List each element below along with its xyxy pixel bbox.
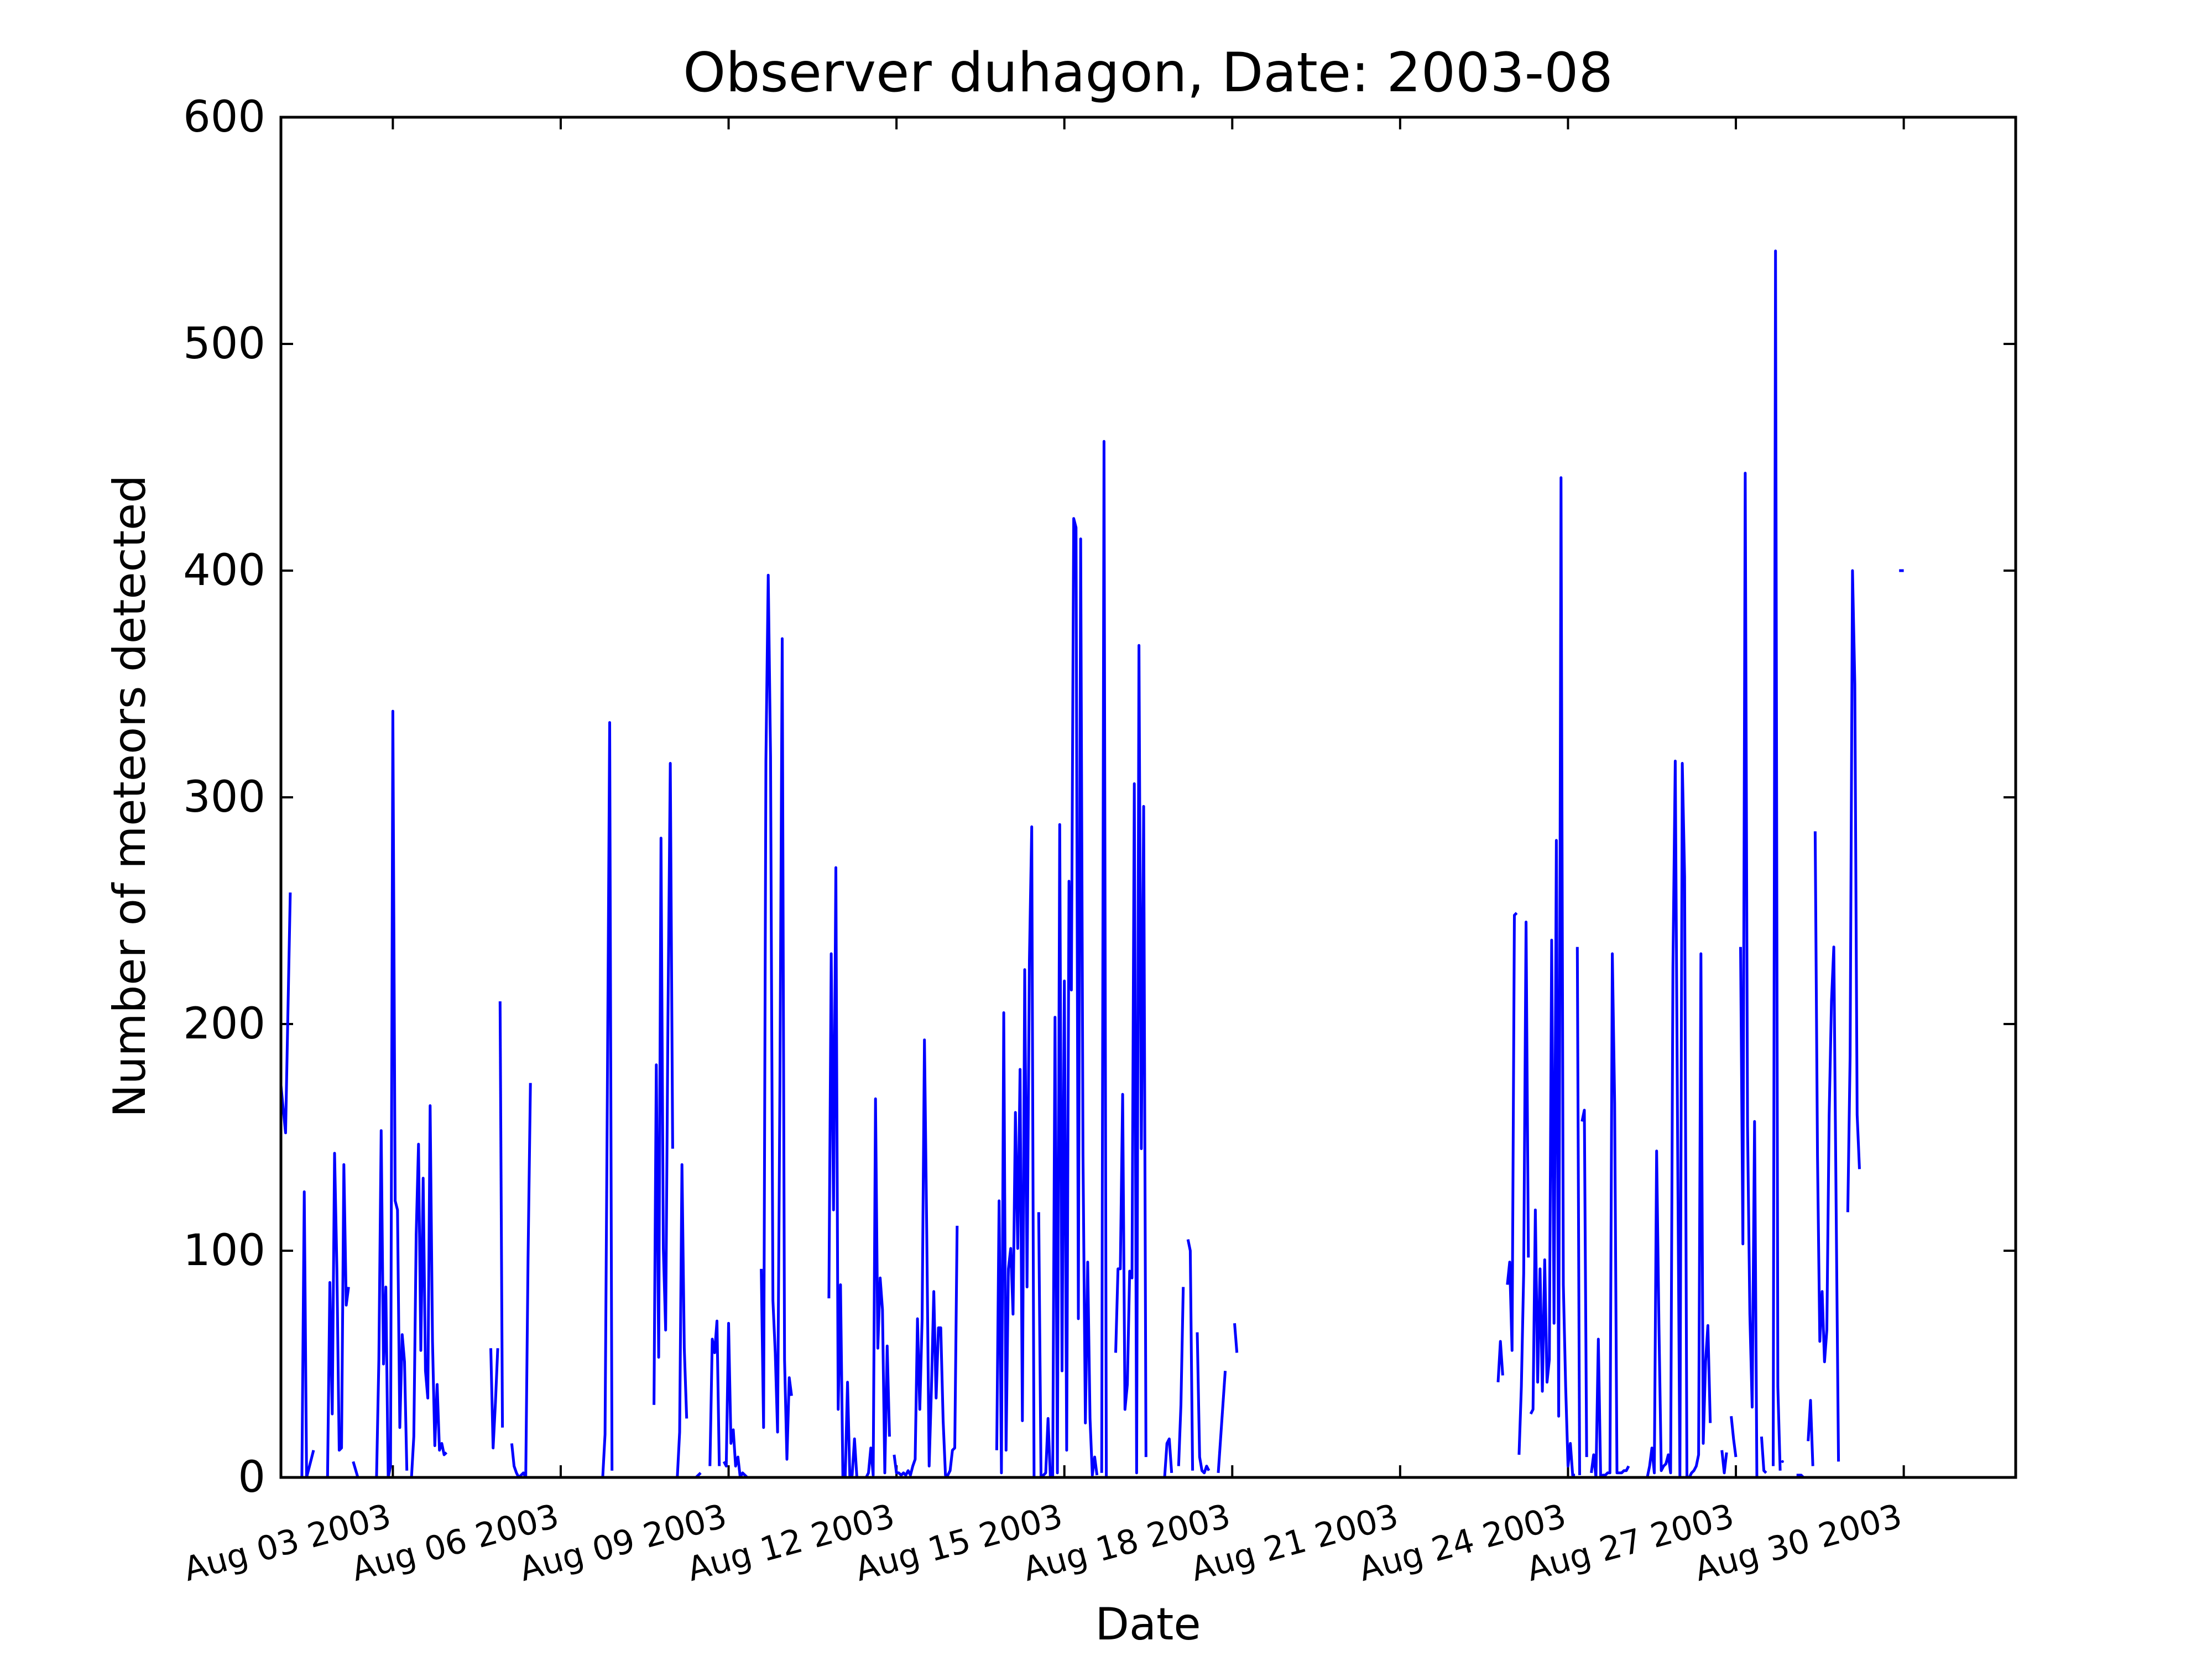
- series-line-segment: [410, 1104, 448, 1478]
- y-axis-ticks: 0 100 200 300 400 500 600: [183, 92, 2016, 1502]
- series-line-segment: [601, 721, 614, 1478]
- y-tick-label: 300: [183, 772, 265, 822]
- series-line-segment: [1580, 1109, 1588, 1458]
- y-tick-label: 500: [183, 319, 265, 369]
- series-line-segment: [1217, 1371, 1227, 1473]
- series-line-segment: [1575, 947, 1581, 1475]
- y-tick-label: 400: [183, 546, 265, 596]
- series-line-segment: [1114, 644, 1147, 1475]
- x-axis-label: Date: [1095, 1599, 1201, 1650]
- series-line-segment: [1037, 517, 1099, 1479]
- series-line-segment: [1646, 759, 1712, 1479]
- series-line-segment: [1772, 249, 1782, 1471]
- series-line-segment: [708, 1319, 721, 1466]
- series-line-segment: [1529, 476, 1575, 1477]
- series-line-segment: [1813, 831, 1840, 1462]
- series-line-segment: [1760, 1437, 1767, 1474]
- series-line-segment: [1177, 1287, 1185, 1466]
- series-line-segment: [1196, 1332, 1211, 1475]
- series-line-segment: [375, 709, 409, 1479]
- series-line-segment: [1739, 472, 1759, 1478]
- series-line-segment: [995, 825, 1036, 1478]
- series-line-segment: [1846, 569, 1861, 1213]
- series-line-segment: [1730, 1416, 1738, 1458]
- series-line-segment: [279, 892, 292, 1135]
- series-line-segment: [893, 1038, 959, 1477]
- series-line-segment: [760, 573, 793, 1461]
- series-line-segment: [1186, 1239, 1194, 1471]
- series-line-segment: [1807, 1399, 1814, 1466]
- series-line-segment: [1496, 1340, 1504, 1382]
- series-line-segment: [1506, 912, 1518, 1352]
- series-line-segment: [498, 1001, 504, 1428]
- series-line-segment: [1720, 1450, 1728, 1475]
- series-line-segment: [1517, 921, 1530, 1455]
- series-line-segment: [676, 1163, 688, 1478]
- series-line-segment: [510, 1083, 532, 1479]
- y-tick-label: 0: [238, 1453, 265, 1502]
- y-tick-label: 600: [183, 92, 265, 142]
- chart-title: Observer duhagon, Date: 2003-08: [683, 41, 1613, 105]
- series-line-segment: [352, 1461, 359, 1478]
- y-tick-label: 100: [183, 1226, 265, 1276]
- data-point: [1781, 1460, 1784, 1463]
- y-tick-label: 200: [183, 999, 265, 1049]
- series-line-segment: [326, 1152, 350, 1478]
- series-line-segment: [489, 1348, 499, 1450]
- series-line-segment: [653, 762, 674, 1405]
- series-line-segment: [1163, 1437, 1173, 1478]
- plot-frame: [279, 116, 2017, 1479]
- series-line-segment: [1233, 1323, 1239, 1353]
- series-line-segment: [865, 1097, 891, 1479]
- series-line-segment: [722, 1322, 749, 1479]
- plot-area: [279, 249, 1904, 1479]
- y-axis-label: Number of meteors detected: [104, 475, 155, 1117]
- series-line-segment: [1100, 440, 1108, 1478]
- series-line-segment: [1590, 952, 1630, 1479]
